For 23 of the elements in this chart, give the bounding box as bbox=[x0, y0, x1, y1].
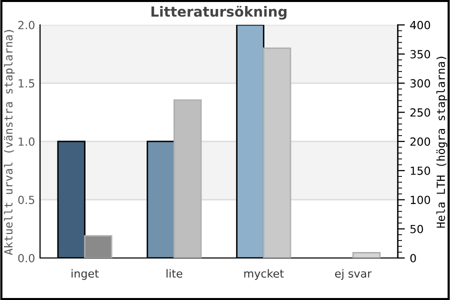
y2-tick-label: 100 bbox=[410, 196, 430, 204]
y2-tick-label: 300 bbox=[410, 79, 430, 88]
bar bbox=[352, 252, 381, 258]
y-axis-title: Aktuellt urval (vänstra staplarna) bbox=[4, 30, 15, 255]
bar bbox=[84, 235, 112, 258]
y-tick-label: 1.5 bbox=[18, 79, 34, 88]
x-tick-label: lite bbox=[166, 269, 182, 278]
y2-tick-label: 150 bbox=[410, 166, 430, 175]
y2-tick-label: 0 bbox=[410, 254, 416, 262]
chart-title: Litteratursökning bbox=[151, 6, 286, 20]
y2-tick-label: 250 bbox=[410, 108, 430, 117]
y2-tick-label: 200 bbox=[410, 137, 430, 146]
y2-tick-label: 350 bbox=[410, 50, 430, 58]
y-tick-label: 2.0 bbox=[18, 20, 34, 30]
y-tick-label: 0.5 bbox=[18, 196, 34, 204]
y-tick-label: 0.0 bbox=[18, 254, 34, 262]
y2-tick-label: 50 bbox=[410, 224, 424, 234]
x-tick-label: ej svar bbox=[335, 269, 372, 280]
x-tick-label: inget bbox=[72, 269, 99, 280]
x-tick-label: mycket bbox=[244, 269, 284, 280]
y2-tick-label: 400 bbox=[410, 20, 430, 30]
y-tick-label: 1.0 bbox=[18, 137, 34, 146]
y2-axis-title: Hela LTH (högra staplarna) bbox=[436, 56, 448, 228]
